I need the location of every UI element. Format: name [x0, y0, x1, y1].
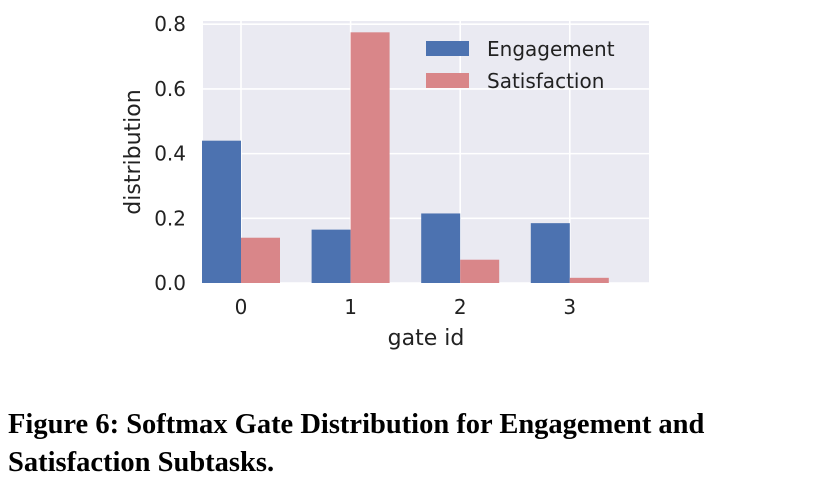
y-tick-label-4: 0.8 [154, 12, 186, 36]
x-tick-label-3: 3 [563, 295, 576, 319]
x-tick-label-2: 2 [454, 295, 467, 319]
bar-engagement-2 [421, 213, 461, 283]
bar-satisfaction-3 [569, 277, 609, 283]
legend-swatch-engagement [426, 41, 469, 56]
bar-engagement-0 [202, 140, 241, 283]
bar-engagement-1 [311, 229, 351, 283]
x-tick-label-1: 1 [344, 295, 357, 319]
bar-satisfaction-2 [460, 259, 500, 283]
y-tick-labels: 0.0 0.2 0.4 0.6 0.8 [154, 12, 186, 295]
legend: Engagement Satisfaction [426, 37, 615, 93]
bar-satisfaction-1 [350, 32, 390, 284]
bar-satisfaction-0 [241, 237, 280, 283]
legend-label-engagement: Engagement [487, 37, 615, 61]
legend-swatch-satisfaction [426, 73, 469, 88]
y-tick-label-3: 0.6 [154, 77, 186, 101]
y-axis-label: distribution [121, 89, 146, 214]
bar-chart: 0.0 0.2 0.4 0.6 0.8 0 1 2 3 gate id distributio… [121, 12, 649, 351]
x-tick-label-0: 0 [235, 295, 248, 319]
y-tick-label-1: 0.2 [154, 206, 186, 230]
y-tick-label-0: 0.0 [154, 271, 186, 295]
x-tick-labels: 0 1 2 3 [235, 295, 577, 319]
bar-engagement-3 [530, 223, 570, 283]
bars [202, 32, 609, 284]
x-axis-label: gate id [388, 326, 465, 351]
legend-label-satisfaction: Satisfaction [487, 69, 604, 93]
figure-caption: Figure 6: Softmax Gate Distribution for … [8, 409, 705, 478]
y-tick-label-2: 0.4 [154, 142, 186, 166]
